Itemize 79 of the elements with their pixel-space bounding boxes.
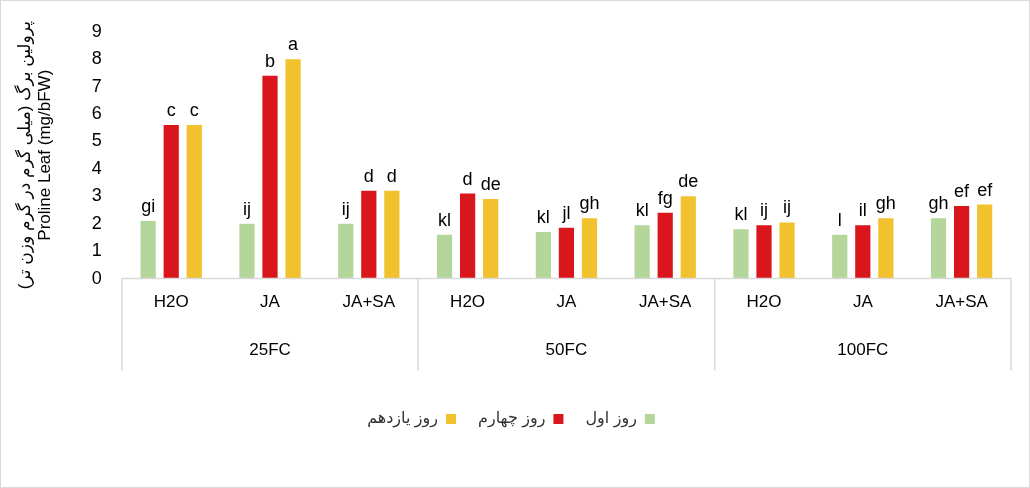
data-label: kl [734, 204, 748, 225]
data-label: fg [657, 187, 673, 208]
data-label: gh [875, 193, 896, 214]
data-label: ij [242, 198, 251, 219]
data-label: de [480, 174, 501, 195]
x-tick-label: H2O [450, 292, 486, 312]
bar [460, 193, 476, 279]
x-tick-label: JA+SA [935, 292, 989, 312]
x-tick-label: JA+SA [638, 292, 693, 312]
bar [338, 223, 354, 279]
x-tick-label: H2O [746, 292, 782, 312]
data-label: c [166, 100, 176, 120]
text: 100FC [837, 340, 889, 360]
bar [977, 204, 993, 279]
y-tick-label: 5 [91, 130, 102, 151]
bar [384, 190, 400, 279]
y-tick-label: 0 [91, 267, 102, 288]
y-tick-label: 3 [91, 185, 102, 206]
bar [285, 59, 301, 279]
bar [878, 218, 894, 279]
bar [262, 75, 278, 279]
data-label: gh [579, 193, 600, 214]
bar [361, 190, 377, 279]
bar [832, 234, 848, 279]
bar [239, 223, 255, 279]
y-tick-label: 4 [91, 157, 102, 178]
data-label: ij [341, 198, 350, 219]
x-tick-label: JA [260, 292, 281, 312]
bar [855, 225, 871, 279]
legend-label: روز یازدهم [367, 409, 439, 429]
bar [558, 227, 575, 279]
data-label: kl [536, 206, 550, 227]
bar [140, 221, 156, 279]
bar [756, 225, 772, 279]
legend-label: روز چهارم [478, 409, 546, 429]
y-tick-label: 6 [91, 103, 102, 124]
data-label: ij [783, 197, 792, 218]
data-label: c [189, 100, 199, 120]
x-tick-label: JA [852, 292, 874, 312]
data-label: gi [141, 195, 156, 216]
x-tick-label: JA [556, 292, 577, 312]
bar [163, 125, 179, 279]
data-label: de [678, 171, 699, 192]
data-label: gh [928, 193, 949, 214]
data-label: ef [954, 180, 971, 201]
bar [657, 212, 673, 279]
y-tick-label: 7 [91, 75, 102, 96]
text: 25FC [249, 340, 291, 360]
bar [581, 218, 598, 279]
y-tick-label: 9 [91, 20, 102, 41]
data-label: d [462, 168, 473, 189]
y-tick-label: 8 [91, 48, 102, 69]
x-tick-label: JA+SA [342, 292, 396, 312]
data-label: il [858, 200, 867, 221]
bar [483, 199, 499, 279]
bar [186, 125, 202, 279]
bar [953, 205, 970, 279]
text: 50FC [545, 340, 588, 360]
data-label: d [386, 165, 397, 186]
data-label: kl [635, 200, 649, 221]
bar [680, 196, 696, 279]
y-tick-label: 2 [91, 212, 102, 233]
bar [436, 234, 453, 279]
data-label: jl [561, 202, 571, 223]
data-label: l [837, 209, 842, 230]
bar [930, 218, 947, 279]
data-label: a [288, 34, 300, 55]
data-label: ij [760, 200, 768, 221]
data-label: ef [977, 179, 994, 200]
x-tick-label: H2O [153, 292, 189, 312]
legend-label: روز اول [585, 409, 637, 429]
bar [535, 231, 551, 279]
data-label: d [363, 165, 374, 186]
bar [733, 229, 749, 279]
y-tick-label: 1 [91, 240, 102, 261]
data-label: kl [438, 209, 452, 230]
data-label: b [265, 50, 276, 71]
bar [634, 225, 650, 279]
bar [779, 222, 795, 279]
